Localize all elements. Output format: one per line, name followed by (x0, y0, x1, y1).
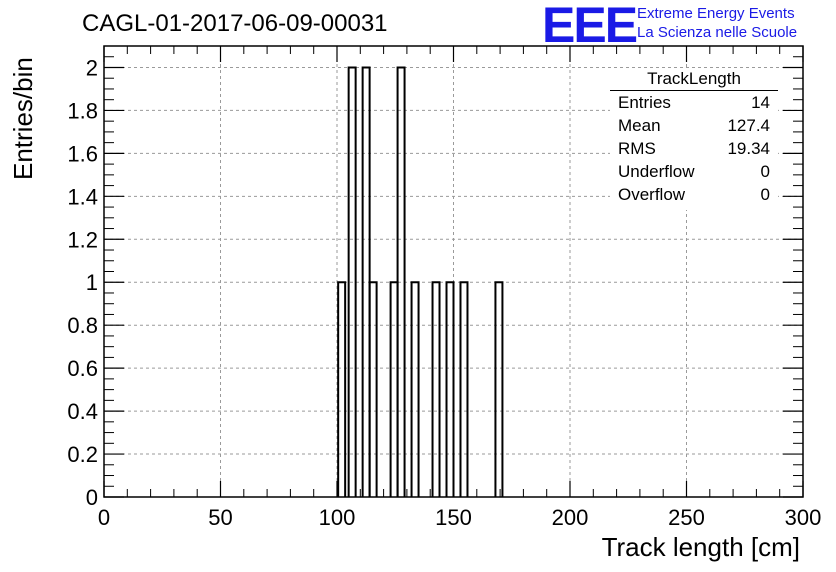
logo-line-1: Extreme Energy Events (637, 5, 795, 22)
histogram-bin (368, 281, 378, 497)
stats-label: Entries (618, 93, 671, 112)
x-tick-label: 100 (319, 505, 356, 530)
y-tick-label: 1.2 (67, 227, 98, 252)
x-tick-label: 50 (208, 505, 232, 530)
x-tick-label: 150 (435, 505, 472, 530)
x-axis-label: Track length [cm] (601, 532, 800, 562)
stats-label: RMS (618, 139, 656, 158)
eee-logo: EEE (542, 0, 638, 53)
stats-value: 127.4 (727, 116, 770, 135)
stats-value: 0 (760, 162, 770, 181)
stats-row: RMS 19.34 (610, 137, 778, 160)
stats-rows: Entries 14 Mean 127.4 RMS 19.34 Underflow 0 Over… (610, 91, 778, 206)
y-tick-label: 1 (86, 270, 98, 295)
histogram-bin (389, 281, 399, 497)
stats-label: Underflow (618, 162, 695, 181)
stats-title: TrackLength (610, 68, 778, 91)
x-tick-label: 0 (98, 505, 110, 530)
stats-value: 19.34 (727, 139, 770, 158)
chart-title: CAGL-01-2017-06-09-00031 (82, 10, 388, 37)
stats-row: Underflow 0 (610, 160, 778, 183)
tick-labels: 0 50 100 150 200 250 30000.20.40.60.811.21.41.… (67, 55, 821, 530)
y-tick-label: 0.6 (67, 356, 98, 381)
logo-line-2: La Scienza nelle Scuole (637, 24, 798, 41)
histogram-bin (396, 66, 406, 497)
histogram-bin (445, 281, 455, 497)
y-axis-label: Entries/bin (8, 57, 38, 180)
y-tick-label: 0.2 (67, 442, 98, 467)
stats-row: Mean 127.4 (610, 114, 778, 137)
x-tick-label: 250 (668, 505, 705, 530)
x-tick-label: 200 (552, 505, 589, 530)
histogram-bars (337, 66, 504, 497)
y-tick-label: 1.4 (67, 184, 98, 209)
stats-box: TrackLength Entries 14 Mean 127.4 RMS 19.34 Un… (610, 68, 778, 210)
x-tick-label: 300 (785, 505, 822, 530)
stats-label: Overflow (618, 185, 686, 204)
y-tick-label: 1.6 (67, 141, 98, 166)
y-tick-label: 2 (86, 55, 98, 80)
stats-value: 0 (760, 185, 770, 204)
y-tick-label: 0.4 (67, 399, 98, 424)
histogram-bin (337, 281, 347, 497)
histogram-bin (347, 66, 357, 497)
y-tick-label: 0.8 (67, 313, 98, 338)
histogram-bin (431, 281, 441, 497)
stats-row: Entries 14 (610, 91, 778, 114)
stats-value: 14 (751, 93, 770, 112)
stats-row: Overflow 0 (610, 183, 778, 206)
histogram-bin (410, 281, 420, 497)
y-tick-label: 0 (86, 485, 98, 510)
histogram-bin (459, 281, 469, 497)
logo-text: Extreme Energy Events La Scienza nelle S… (637, 4, 797, 42)
stats-label: Mean (618, 116, 661, 135)
y-tick-label: 1.8 (67, 98, 98, 123)
histogram-bin (494, 281, 504, 497)
axis-ticks (103, 45, 804, 498)
